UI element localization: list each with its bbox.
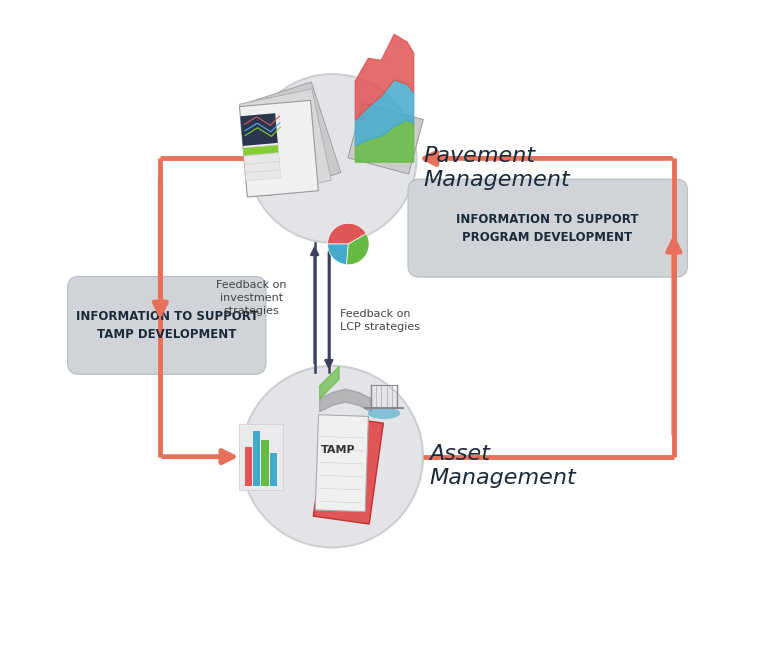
FancyBboxPatch shape [243, 145, 279, 156]
FancyBboxPatch shape [243, 153, 280, 164]
Wedge shape [328, 223, 366, 244]
Bar [244, 447, 252, 486]
Bar [270, 453, 277, 486]
Bar [244, 447, 252, 486]
Circle shape [241, 366, 423, 547]
Wedge shape [346, 233, 369, 265]
Text: Asset
Management: Asset Management [429, 445, 576, 489]
Text: INFORMATION TO SUPPORT
TAMP DEVELOPMENT: INFORMATION TO SUPPORT TAMP DEVELOPMENT [75, 311, 258, 341]
Text: Pavement
Management: Pavement Management [423, 146, 570, 190]
FancyBboxPatch shape [240, 424, 283, 490]
Bar [253, 431, 260, 486]
Text: Feedback on
investment
strategies: Feedback on investment strategies [216, 280, 286, 316]
Text: INFORMATION TO SUPPORT
PROGRAM DEVELOPMENT: INFORMATION TO SUPPORT PROGRAM DEVELOPME… [456, 213, 639, 244]
FancyBboxPatch shape [348, 103, 423, 174]
Ellipse shape [368, 407, 400, 419]
Bar [270, 453, 277, 486]
Bar [253, 431, 260, 486]
Circle shape [248, 74, 416, 243]
FancyBboxPatch shape [244, 162, 280, 173]
FancyBboxPatch shape [313, 415, 383, 524]
FancyBboxPatch shape [240, 100, 319, 197]
FancyBboxPatch shape [239, 82, 341, 196]
Wedge shape [328, 244, 349, 265]
FancyBboxPatch shape [408, 179, 687, 277]
Bar [261, 441, 269, 486]
Text: Feedback on
LCP strategies: Feedback on LCP strategies [340, 309, 420, 332]
Text: TAMP: TAMP [321, 445, 356, 455]
FancyBboxPatch shape [240, 89, 331, 196]
Bar [261, 441, 269, 486]
FancyBboxPatch shape [245, 170, 281, 181]
FancyBboxPatch shape [240, 113, 278, 146]
FancyBboxPatch shape [68, 277, 266, 374]
FancyBboxPatch shape [315, 415, 369, 511]
